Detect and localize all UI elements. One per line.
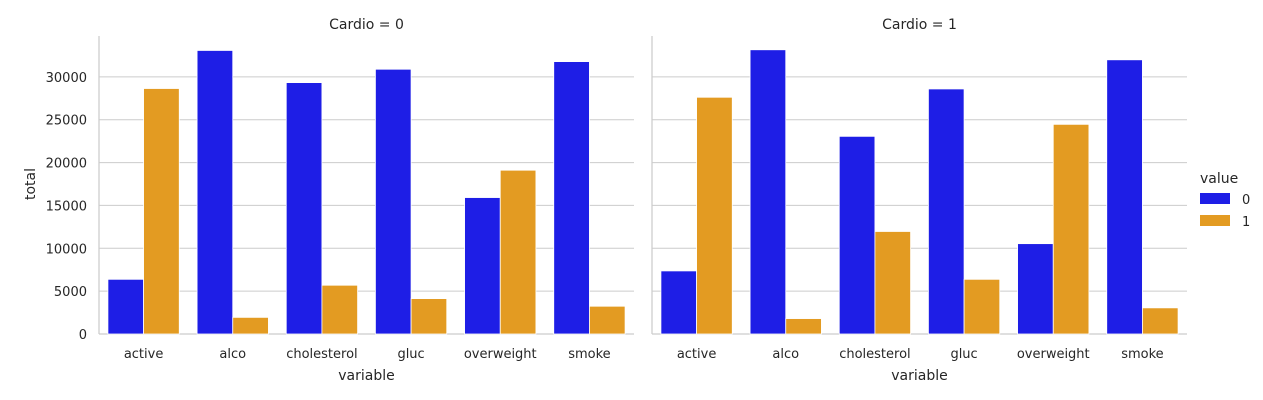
- x-tick-label: cholesterol: [839, 347, 910, 362]
- bar-alco-value-0: [196, 50, 234, 335]
- x-axis-title: variable: [891, 368, 947, 384]
- x-axis-title: variable: [338, 368, 394, 384]
- y-tick-label: 0: [79, 328, 87, 343]
- bar-smoke-value-0: [553, 61, 590, 335]
- bar-cholesterol-value-1: [874, 231, 911, 335]
- bar-alco-value-1: [785, 318, 822, 335]
- bar-cholesterol-value-0: [285, 82, 323, 335]
- x-tick-label: alco: [772, 347, 799, 362]
- bar-overweight-value-0: [464, 197, 501, 335]
- bar-gluc-value-0: [375, 68, 412, 335]
- x-tick-label: active: [677, 347, 717, 362]
- y-tick-label: 30000: [46, 71, 87, 86]
- panel-title: Cardio = 0: [329, 17, 404, 33]
- panel-title: Cardio = 1: [882, 17, 957, 33]
- legend-swatch-1: [1200, 215, 1230, 226]
- bar-cholesterol-value-0: [838, 135, 876, 335]
- y-tick-label: 15000: [46, 199, 87, 214]
- bar-smoke-value-1: [589, 305, 626, 335]
- y-tick-label: 5000: [54, 285, 87, 300]
- bar-smoke-value-0: [1106, 59, 1143, 335]
- y-tick-label: 20000: [46, 157, 87, 172]
- legend: value 0 1: [1200, 171, 1250, 230]
- x-tick-label: smoke: [1121, 347, 1163, 362]
- bar-cholesterol-value-1: [321, 284, 358, 335]
- x-tick-label: gluc: [397, 347, 424, 362]
- panel-cardio-0: 0 5000 10000 15000 20000 25000 30000 total activ…: [23, 17, 634, 384]
- y-tick-label: 10000: [46, 242, 87, 257]
- x-tick-label: overweight: [464, 347, 537, 362]
- x-tick-label: overweight: [1017, 347, 1090, 362]
- x-tick-label: active: [124, 347, 164, 362]
- bar-active-value-1: [143, 88, 180, 335]
- bar-active-value-0: [107, 278, 144, 335]
- bar-alco-value-0: [749, 49, 787, 335]
- x-tick-label: smoke: [568, 347, 610, 362]
- bar-active-value-0: [660, 270, 697, 335]
- x-tick-label: alco: [219, 347, 246, 362]
- bar-overweight-value-1: [1052, 123, 1090, 335]
- y-axis-title: total: [23, 168, 39, 200]
- bar-smoke-value-1: [1142, 307, 1179, 335]
- bar-alco-value-1: [232, 316, 269, 335]
- bar-gluc-value-1: [410, 298, 448, 335]
- legend-label-1: 1: [1242, 215, 1250, 230]
- legend-label-0: 0: [1242, 193, 1250, 208]
- legend-swatch-0: [1200, 193, 1230, 204]
- legend-title: value: [1200, 171, 1238, 187]
- y-tick-label: 25000: [46, 114, 87, 129]
- x-tick-label: cholesterol: [286, 347, 357, 362]
- bar-active-value-1: [696, 96, 733, 335]
- bar-gluc-value-1: [963, 278, 1001, 335]
- bar-gluc-value-0: [928, 88, 965, 335]
- panel-cardio-1: active alco cholesterol gluc overweight smoke…: [651, 17, 1187, 384]
- bar-overweight-value-1: [499, 169, 537, 335]
- bar-overweight-value-0: [1017, 243, 1054, 335]
- x-tick-label: gluc: [950, 347, 977, 362]
